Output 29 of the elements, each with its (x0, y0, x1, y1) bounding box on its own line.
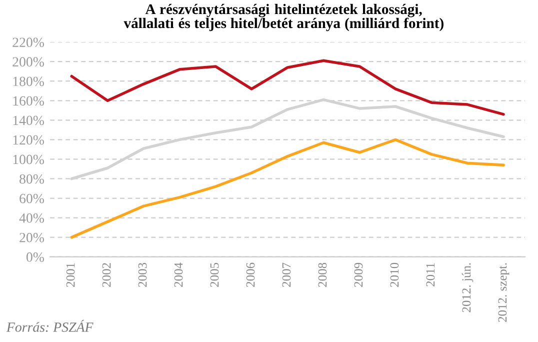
y-tick-label: 160% (13, 96, 44, 106)
y-tick-label: 60% (20, 194, 44, 204)
line-series (70, 59, 505, 116)
y-tick-label: 100% (13, 154, 44, 164)
y-tick-label: 0% (26, 252, 44, 262)
y-tick-label: 80% (20, 174, 44, 184)
x-tick-label: 2001 (66, 263, 75, 287)
x-tick-label: 2009 (354, 262, 363, 287)
x-tick-label: 2005 (210, 262, 219, 287)
x-tick-label: 2012. szept. (498, 263, 510, 322)
x-tick-label: 2012. jún. (462, 263, 474, 312)
line-series (70, 138, 505, 239)
y-tick-label: 20% (20, 232, 44, 242)
y-tick-label: 220% (12, 38, 44, 48)
y-tick-label: 40% (19, 213, 44, 223)
x-tick-label: 2007 (282, 262, 291, 287)
y-tick-label: 120% (13, 135, 44, 145)
x-tick-label: 2010 (390, 262, 399, 287)
x-tick-label: 2006 (246, 262, 255, 287)
y-tick-label: 180% (13, 76, 44, 86)
y-tick-label: 200% (12, 57, 44, 67)
x-tick-label: 2002 (102, 263, 111, 287)
x-tick-label: 2011 (426, 263, 435, 286)
x-tick-label: 2003 (138, 262, 147, 287)
text: Forrás: PSZÁF (6, 320, 94, 332)
x-tick-label: 2008 (318, 262, 327, 287)
x-tick-label: 2004 (174, 262, 183, 287)
y-tick-label: 140% (13, 116, 44, 126)
chart-title: A részvénytársasági hitelintézetek lakossági, vállalati és teljes hitel/betét aránya (milliárd forint) (124, 4, 444, 32)
